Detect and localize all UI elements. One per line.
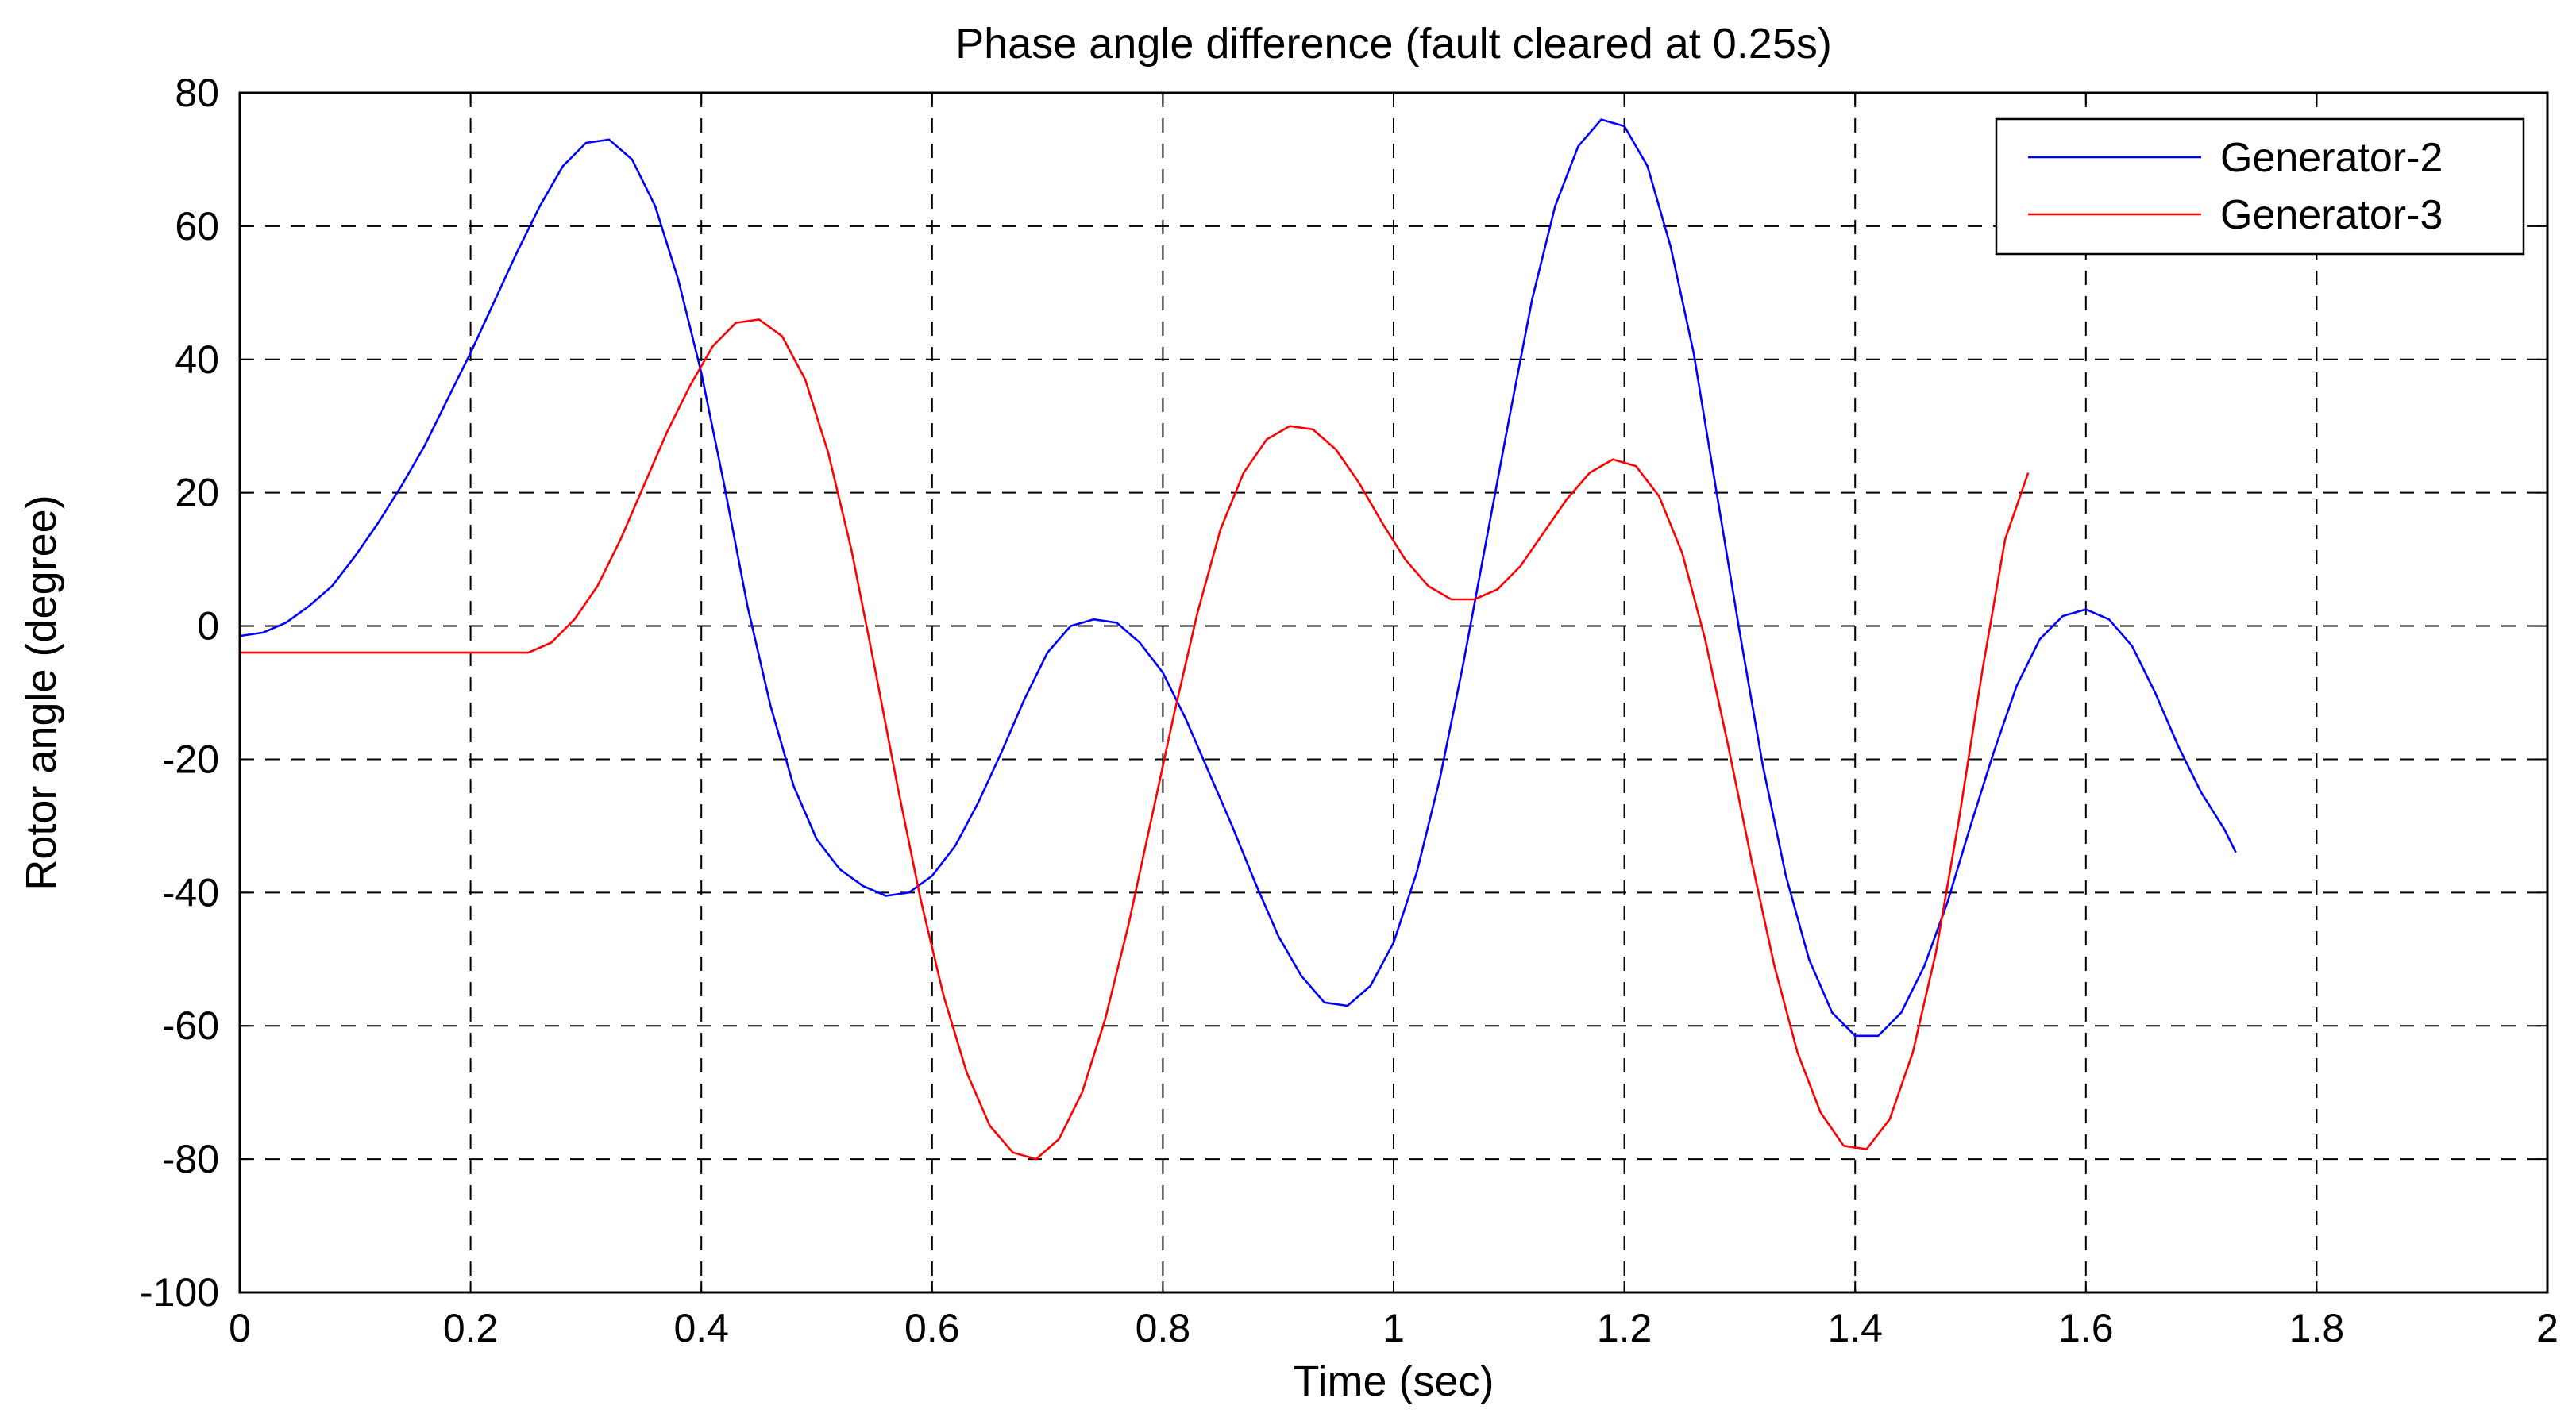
x-tick-label: 0.8 [1136,1306,1191,1350]
x-tick-label: 0.6 [904,1306,960,1350]
y-tick-label: -100 [140,1270,219,1315]
y-tick-label: -20 [162,737,219,781]
legend: Generator-2 Generator-3 [1995,117,2525,256]
y-tick-label: -40 [162,870,219,915]
series-layer [239,118,2237,1161]
chart-title: Phase angle difference (fault cleared at… [955,20,1832,67]
series-line-2 [240,318,2030,1161]
x-tick-label: 2 [2536,1306,2559,1350]
y-tick-label: 20 [175,471,219,515]
y-tick-label: 80 [175,71,219,115]
y-tick-label: -60 [162,1003,219,1048]
y-tick-label: -80 [162,1137,219,1181]
x-tick-label: 0 [229,1306,251,1350]
legend-label: Generator-3 [2220,192,2443,238]
x-tick-label: 0.2 [443,1306,499,1350]
grid [240,93,2547,1292]
y-tick-label: 60 [175,204,219,248]
x-axis-label: Time (sec) [1294,1357,1494,1405]
x-tick-label: 1.6 [2058,1306,2114,1350]
x-tick-label: 1.2 [1597,1306,1652,1350]
y-axis-label: Rotor angle (degree) [17,495,65,890]
x-tick-label: 1.4 [1827,1306,1883,1350]
y-tick-label: 0 [197,604,219,649]
ticks: 0 0.2 0.4 0.6 0.8 1 1.2 1.4 1.6 1.8 2 80 60 40 20 0 -20 -… [140,71,2559,1350]
x-tick-label: 1 [1382,1306,1405,1350]
legend-label: Generator-2 [2220,135,2443,181]
y-tick-label: 40 [175,337,219,382]
legend-box [1995,117,2525,256]
series-line-1 [239,118,2237,1038]
x-tick-label: 1.8 [2289,1306,2345,1350]
x-tick-label: 0.4 [673,1306,729,1350]
